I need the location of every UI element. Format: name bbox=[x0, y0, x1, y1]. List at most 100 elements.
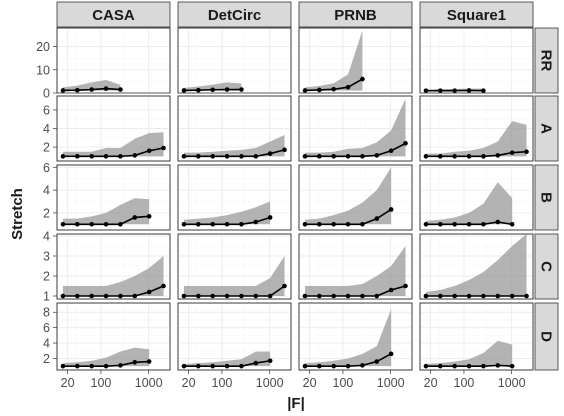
data-point bbox=[331, 293, 336, 299]
data-point bbox=[210, 221, 215, 227]
data-point bbox=[481, 154, 486, 159]
data-point bbox=[118, 221, 123, 227]
panel-border bbox=[298, 164, 413, 231]
data-point bbox=[481, 221, 486, 227]
data-point bbox=[239, 221, 244, 227]
strip-label: RR bbox=[538, 50, 555, 72]
y-tick-label: 6 bbox=[43, 103, 50, 117]
percentile-band bbox=[62, 132, 164, 157]
panel-border bbox=[177, 27, 292, 94]
panel-border bbox=[298, 95, 413, 162]
panel-border bbox=[177, 233, 292, 300]
data-point bbox=[423, 293, 429, 299]
data-point bbox=[524, 293, 529, 299]
data-point bbox=[210, 87, 215, 93]
percentile-band bbox=[304, 246, 406, 296]
data-point bbox=[509, 293, 515, 299]
data-point bbox=[452, 221, 457, 227]
y-tick-label: 20 bbox=[36, 40, 50, 54]
panel-d-prnb bbox=[298, 302, 413, 371]
data-point bbox=[495, 363, 501, 368]
percentile-band bbox=[62, 256, 164, 296]
data-point bbox=[466, 293, 472, 299]
panel-rr-detcirc bbox=[177, 27, 292, 94]
panel-border bbox=[56, 95, 171, 162]
data-point bbox=[481, 293, 486, 299]
strip-rect bbox=[534, 27, 559, 94]
data-point bbox=[360, 363, 365, 368]
data-point bbox=[196, 293, 201, 299]
panel-border bbox=[56, 233, 171, 300]
data-point bbox=[388, 148, 394, 154]
data-point bbox=[60, 221, 66, 227]
y-tick-label: 6 bbox=[43, 161, 50, 175]
strip-label: D bbox=[538, 331, 555, 342]
data-point bbox=[317, 87, 322, 93]
data-point bbox=[481, 363, 486, 369]
data-point bbox=[423, 221, 429, 227]
data-point bbox=[161, 145, 166, 151]
data-point bbox=[374, 359, 380, 364]
data-point bbox=[146, 359, 152, 364]
data-point bbox=[374, 293, 380, 299]
y-tick-label: 2 bbox=[43, 206, 50, 220]
strip-row-d: D bbox=[534, 302, 559, 371]
panels-layer: CASA DetCirc PRNB Square1RR01020A246B246C12… bbox=[36, 1, 559, 390]
data-point bbox=[210, 363, 215, 369]
data-point bbox=[118, 154, 123, 159]
panel-a-detcirc bbox=[177, 95, 292, 162]
data-point bbox=[282, 283, 287, 289]
data-point bbox=[495, 293, 501, 299]
percentile-band bbox=[304, 98, 406, 157]
data-point bbox=[253, 154, 259, 159]
panel-d-detcirc bbox=[177, 302, 292, 371]
panel-border bbox=[419, 27, 534, 94]
data-point bbox=[89, 87, 94, 92]
data-point bbox=[118, 87, 123, 92]
x-tick-label: 100 bbox=[91, 376, 112, 390]
data-point bbox=[239, 87, 244, 92]
data-point bbox=[438, 221, 443, 227]
strip-row-rr: RR bbox=[534, 27, 559, 94]
data-point bbox=[75, 293, 80, 299]
strip-rect bbox=[419, 1, 534, 28]
data-point bbox=[181, 293, 187, 299]
data-point bbox=[224, 363, 230, 369]
panel-c-square1 bbox=[419, 233, 534, 300]
y-tick-label: 0 bbox=[43, 87, 50, 101]
panel-border bbox=[419, 233, 534, 300]
panel-rr-prnb bbox=[298, 27, 413, 94]
data-point bbox=[60, 154, 66, 159]
y-tick-label: 4 bbox=[43, 230, 50, 244]
data-point bbox=[132, 215, 138, 220]
data-point bbox=[181, 363, 187, 369]
median-line bbox=[62, 285, 164, 297]
data-point bbox=[224, 154, 230, 159]
data-point bbox=[331, 86, 336, 92]
data-point bbox=[302, 154, 308, 159]
panel-border bbox=[56, 302, 171, 371]
percentile-band bbox=[183, 351, 271, 367]
median-line bbox=[183, 149, 285, 158]
percentile-band bbox=[425, 182, 513, 225]
data-point bbox=[103, 86, 109, 91]
panel-border bbox=[177, 95, 292, 162]
x-tick-label: 1000 bbox=[256, 376, 284, 390]
data-point bbox=[302, 293, 308, 299]
data-point bbox=[103, 154, 109, 159]
panel-d-square1 bbox=[419, 302, 534, 371]
data-point bbox=[495, 219, 501, 225]
data-point bbox=[509, 363, 515, 369]
data-point bbox=[103, 221, 109, 227]
percentile-band bbox=[62, 198, 150, 225]
data-point bbox=[509, 150, 515, 155]
data-point bbox=[146, 214, 152, 219]
data-point bbox=[452, 293, 457, 299]
panel-c-detcirc bbox=[177, 233, 292, 300]
panel-a-square1 bbox=[419, 95, 534, 162]
data-point bbox=[118, 293, 123, 299]
x-tick-label: 1000 bbox=[377, 376, 405, 390]
panel-border bbox=[298, 302, 413, 371]
y-tick-label: 2 bbox=[43, 352, 50, 366]
y-tick-label: 4 bbox=[43, 337, 50, 351]
